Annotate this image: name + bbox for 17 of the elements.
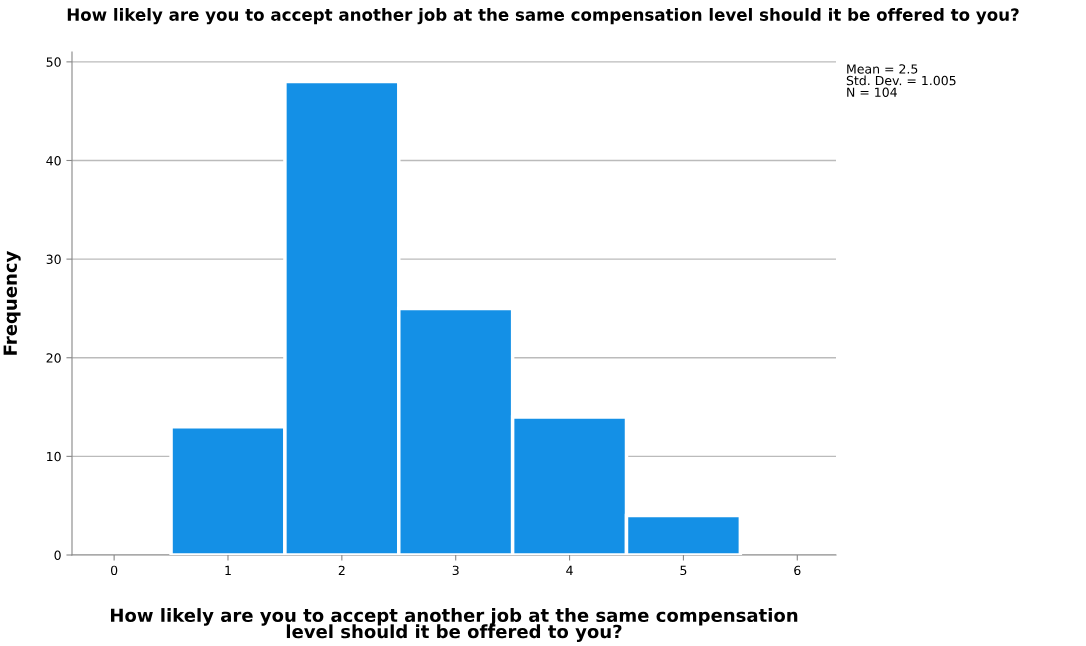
y-tick-label: 50 — [46, 57, 61, 67]
y-tick-label: 10 — [47, 451, 61, 462]
chart-title: How likely are you to accept another job at the same compensation level should it be offered to you? — [67, 8, 1019, 25]
x-axis-title: How likely are you to accept another job at the same compensation level should it be offered to you? — [110, 608, 798, 642]
x-tick-label: 2 — [338, 565, 345, 575]
x-tick-label: 5 — [680, 565, 687, 576]
y-tick-label: 30 — [46, 254, 61, 265]
x-tick-label: 1 — [225, 565, 231, 575]
x-tick-label: 0 — [110, 565, 118, 576]
x-tick-label: 4 — [566, 565, 573, 575]
text: Mean = 2.5 Std. Dev. = 1.005 N = 104 — [846, 64, 956, 97]
y-tick-label: 20 — [46, 353, 61, 363]
x-tick-label: 6 — [794, 565, 801, 576]
y-tick-label: 40 — [46, 155, 61, 166]
y-axis-title: Frequency — [3, 250, 21, 355]
x-tick-label: 3 — [452, 565, 459, 576]
y-tick-label: 0 — [54, 550, 61, 560]
